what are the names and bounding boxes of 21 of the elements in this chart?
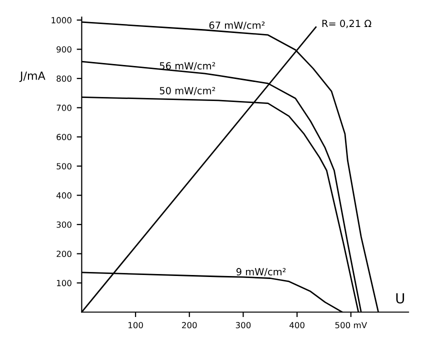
annotation: R= 0,21 Ω <box>322 20 372 28</box>
y-tick-label: 200 <box>56 250 72 258</box>
annotation: 9 mW/cm² <box>236 268 286 276</box>
annotation: 67 mW/cm² <box>209 22 265 30</box>
y-tick-label: 900 <box>56 46 72 53</box>
x-tick-label: 200 <box>182 322 197 328</box>
y-tick-label: 1000 <box>52 17 72 24</box>
x-tick-label: 100 <box>128 322 143 328</box>
annotation: 50 mW/cm² <box>160 86 216 96</box>
y-tick-label: 400 <box>56 192 72 199</box>
y-axis-title: J/mA <box>19 72 46 82</box>
x-tick-label: 500 mV <box>335 322 368 328</box>
y-tick-label: 600 <box>56 134 72 140</box>
y-tick-label: 800 <box>56 75 72 82</box>
y-tick-label: 500 <box>56 163 72 170</box>
x-tick-label: 300 <box>236 322 251 328</box>
x-tick-label: 400 <box>290 322 304 328</box>
y-tick-label: 100 <box>56 280 72 286</box>
y-tick-label: 700 <box>56 104 72 111</box>
x-axis-title: U <box>396 293 404 304</box>
y-tick-label: 300 <box>56 221 72 228</box>
